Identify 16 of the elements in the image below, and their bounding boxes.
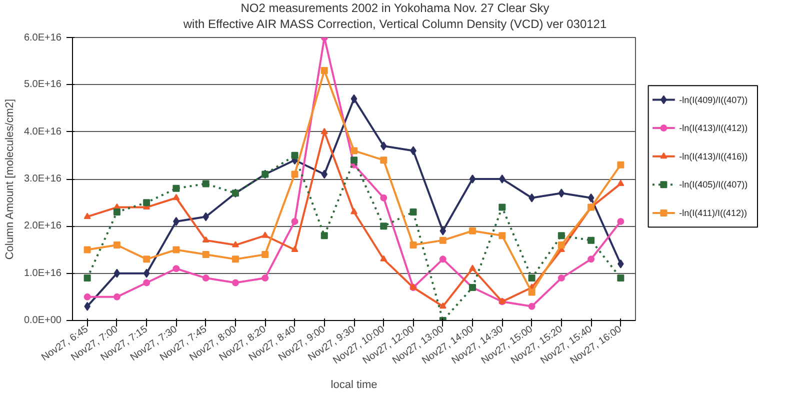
y-tick-label: 4.0E+16	[24, 126, 62, 138]
y-tick-label: 1.0E+16	[24, 268, 62, 279]
y-tick-label: 0.0E+00	[24, 315, 62, 326]
legend-label: -ln(I(413)/I((416))	[679, 151, 748, 162]
chart-subtitle: with Effective AIR MASS Correction, Vertical Column Density (VCD) ver 030121	[183, 16, 607, 33]
y-tick-label: 6.0E+16	[24, 32, 62, 44]
y-tick-label: 3.0E+16	[24, 174, 62, 184]
legend-label: -ln(I(409)/I((407))	[679, 94, 748, 105]
chart-title: NO2 measurements 2002 in Yokohama Nov. 27 Clear Sky	[240, 0, 550, 17]
legend-label: -ln(I(413)/I((412))	[679, 123, 748, 134]
legend-label: -ln(I(411)/I((412))	[679, 208, 747, 218]
y-tick-label: 2.0E+16	[24, 220, 62, 232]
x-axis-title: local time	[330, 379, 378, 392]
legend-label: -ln(I(405)/I((407))	[679, 180, 748, 190]
y-tick-label: 5.0E+16	[24, 79, 62, 90]
y-axis-title: Column Amount [molecules/cm2]	[4, 98, 16, 260]
